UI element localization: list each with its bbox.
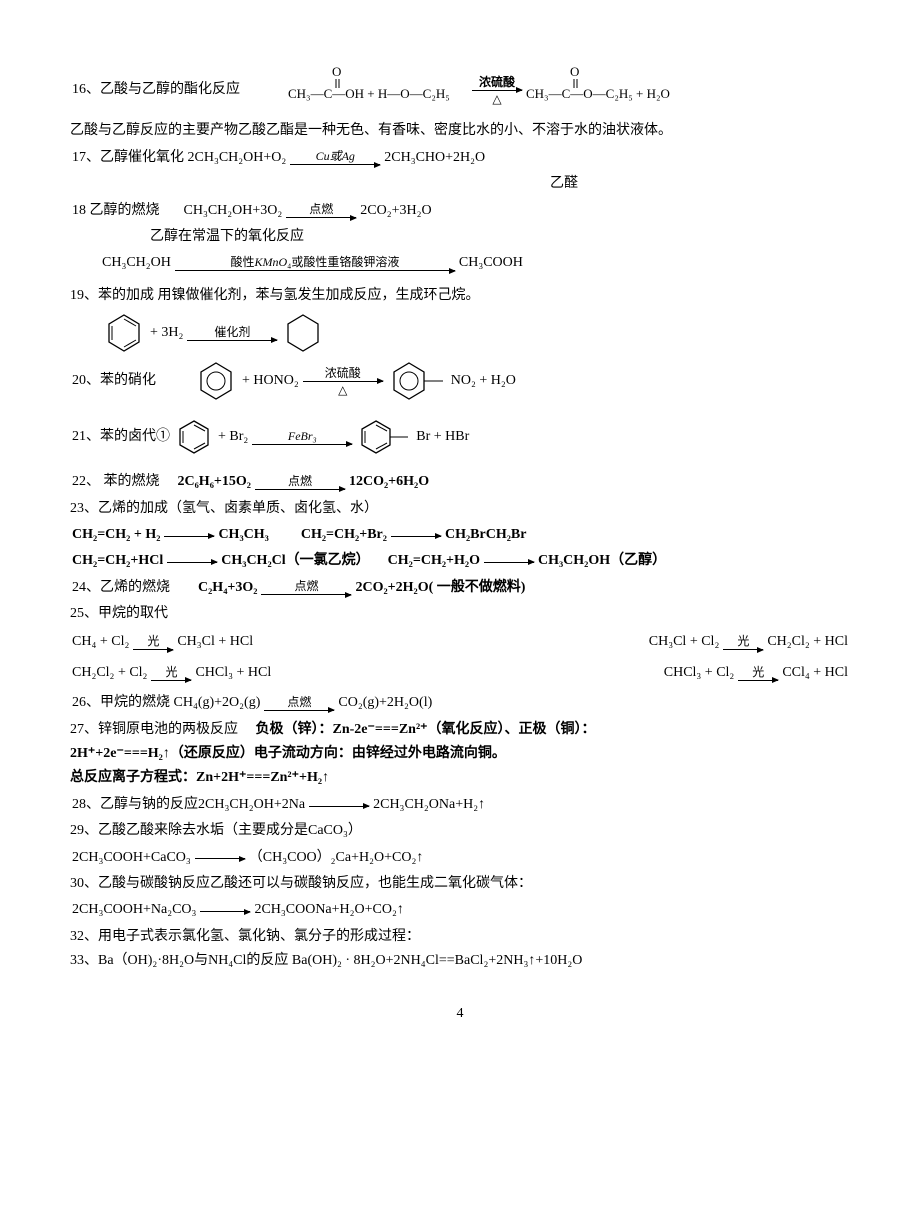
reaction-32: 32、用电子式表示氯化氢、氯化钠、氯分子的形成过程： <box>70 926 850 948</box>
reaction-28: 28、乙醇与钠的反应2CH₃CH₂OH+2Na 2CH₃CH₂ONa+H₂↑ <box>70 794 850 816</box>
arrow-17: Cu或Ag <box>290 150 380 165</box>
arrow-20: 浓硫酸 △ <box>303 367 383 396</box>
reaction-17: 17、乙醇催化氧化 2CH₃CH₂OH+O₂ Cu或Ag 2CH₃CHO+2H₂… <box>70 147 850 169</box>
reaction-27-l2: 2H⁺+2e⁻===H₂↑（还原反应）电子流动方向：由锌经过外电路流向铜。 <box>70 743 850 765</box>
arrow-16: 浓硫酸 △ <box>472 76 522 105</box>
arrow-22: 点燃 <box>255 475 345 490</box>
reaction-23-line2: CH₂=CH₂+HCl CH₃CH₂Cl（一氯乙烷） CH₂=CH₂+H₂O C… <box>70 550 850 572</box>
arrow-18b: 酸性KMnO₄或酸性重铬酸钾溶液 <box>175 256 455 271</box>
reaction-16: 16、乙酸与乙醇的酯化反应 CH₃—C—OH + H—O—C₂H₅ O 浓硫酸 … <box>70 64 850 116</box>
reaction-27-l1: 27、锌铜原电池的两极反应 负极（锌）：Zn-2e⁻===Zn²⁺（氧化反应）、… <box>70 719 850 741</box>
ester-reactant: CH₃—C—OH + H—O—C₂H₅ O <box>288 64 468 116</box>
reaction-23-line1: CH₂=CH₂ + H₂ CH₃CH₃ CH₂=CH₂+Br₂ CH₂BrCH₂… <box>70 524 850 546</box>
reaction-25-row1: CH₄ + Cl₂ 光 CH₃Cl + HCl CH₃Cl + Cl₂ 光 CH… <box>70 627 850 657</box>
arrow-19: 催化剂 <box>187 326 277 341</box>
svg-text:O: O <box>570 64 579 79</box>
reaction-19-label: 19、苯的加成 用镍做催化剂，苯与氢发生加成反应，生成环己烷。 <box>70 285 850 307</box>
reaction-16-label: 16、乙酸与乙醇的酯化反应 <box>72 79 240 101</box>
reaction-26: 26、甲烷的燃烧 CH₄(g)+2O₂(g) 点燃 CO₂(g)+2H₂O(l) <box>70 692 850 714</box>
reaction-20: 20、苯的硝化 + HONO₂ 浓硫酸 △ NO₂ + H₂O <box>70 359 850 403</box>
page-number: 4 <box>70 1003 850 1025</box>
reaction-22: 22、 苯的燃烧 2C₆H₆+15O₂ 点燃 12CO₂+6H₂O <box>70 471 850 493</box>
reaction-19: + 3H₂ 催化剂 <box>70 311 850 355</box>
reaction-33: 33、Ba（OH)₂·8H₂O与NH₄Cl的反应 Ba(OH)₂ · 8H₂O+… <box>70 950 850 972</box>
svg-text:O: O <box>332 64 341 79</box>
svg-text:CH₃—C—O—C₂H₅ + H₂O: CH₃—C—O—C₂H₅ + H₂O <box>526 86 670 101</box>
reaction-18b: CH₃CH₂OH 酸性KMnO₄或酸性重铬酸钾溶液 CH₃COOH <box>70 252 850 274</box>
reaction-30-title: 30、乙酸与碳酸钠反应乙酸还可以与碳酸钠反应，也能生成二氧化碳气体： <box>70 873 850 895</box>
arrow-26: 点燃 <box>264 696 334 711</box>
reaction-29: 2CH₃COOH+CaCO₃ （CH₃COO）₂Ca+H₂O+CO₂↑ <box>70 847 850 869</box>
nitrobenzene-icon <box>387 359 447 403</box>
reaction-17-note: 乙醛 <box>70 173 850 195</box>
reaction-30: 2CH₃COOH+Na₂CO₃ 2CH₃COONa+H₂O+CO₂↑ <box>70 899 850 921</box>
benzene-icon-2 <box>194 359 238 403</box>
reaction-18-sublabel: 乙醇在常温下的氧化反应 <box>70 226 850 248</box>
ester-product: CH₃—C—O—C₂H₅ + H₂O O <box>526 64 706 116</box>
arrow-21: FeBr₃ <box>252 430 352 445</box>
svg-text:CH₃—C—OH + H—O—C₂H₅: CH₃—C—OH + H—O—C₂H₅ <box>288 86 450 101</box>
reaction-21: 21、苯的卤代① + Br₂ FeBr₃ Br + HBr <box>70 417 850 457</box>
reaction-25-row2: CH₂Cl₂ + Cl₂ 光 CHCl₃ + HCl CHCl₃ + Cl₂ 光… <box>70 658 850 688</box>
benzene-icon <box>102 311 146 355</box>
cyclohexane-icon <box>281 311 325 355</box>
reaction-27-l3: 总反应离子方程式：Zn+2H⁺===Zn²⁺+H₂↑ <box>70 767 850 789</box>
reaction-29-title: 29、乙酸乙酸来除去水垢（主要成分是CaCO₃） <box>70 820 850 842</box>
benzene-icon-3 <box>174 417 214 457</box>
reaction-25-title: 25、甲烷的取代 <box>70 603 850 625</box>
bromobenzene-icon <box>356 417 412 457</box>
reaction-24: 24、乙烯的燃烧 C₂H₄+3O₂ 点燃 2CO₂+2H₂O( 一般不做燃料) <box>70 577 850 599</box>
reaction-16-note: 乙酸与乙醇反应的主要产物乙酸乙酯是一种无色、有香味、密度比水的小、不溶于水的油状… <box>70 120 850 142</box>
arrow-18: 点燃 <box>286 203 356 218</box>
arrow-24: 点燃 <box>261 580 351 595</box>
reaction-23-title: 23、乙烯的加成（氢气、卤素单质、卤化氢、水） <box>70 498 850 520</box>
reaction-18: 18 乙醇的燃烧 CH₃CH₂OH+3O₂ 点燃 2CO₂+3H₂O <box>70 200 850 222</box>
